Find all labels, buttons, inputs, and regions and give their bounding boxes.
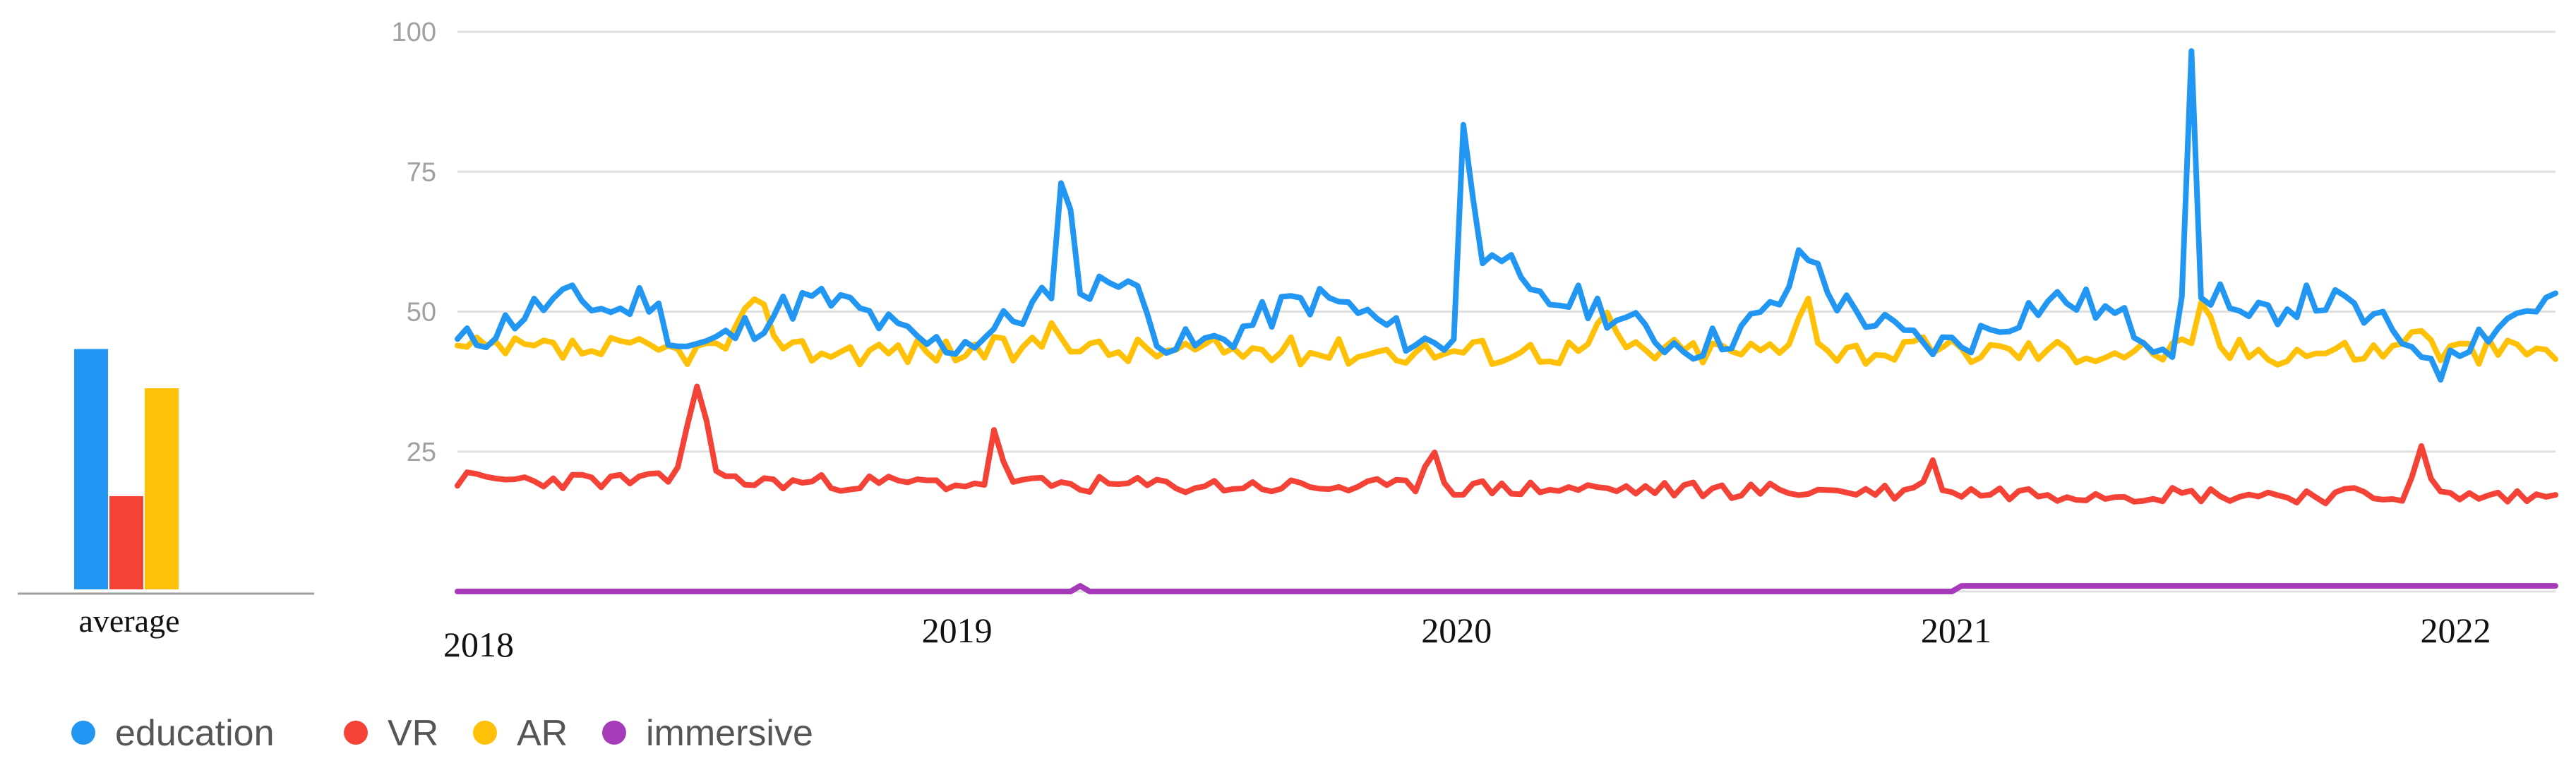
average-bar-AR	[145, 388, 179, 589]
y-tick-label-75: 75	[407, 157, 436, 187]
x-tick-label-2020: 2020	[1421, 611, 1492, 650]
average-label: average	[79, 603, 180, 639]
legend-swatch-immersive	[602, 721, 626, 745]
legend-label-AR: AR	[517, 713, 568, 754]
average-bar-education	[74, 349, 108, 589]
x-tick-label-2021: 2021	[1921, 611, 1991, 650]
x-tick-label-2022: 2022	[2420, 611, 2491, 650]
series-line-immersive	[455, 583, 2558, 594]
legend: education VR AR immersive	[71, 713, 813, 754]
y-tick-label-100: 100	[392, 18, 436, 47]
y-tick-label-25: 25	[407, 438, 436, 467]
legend-label-education: education	[115, 713, 275, 754]
legend-swatch-education	[71, 721, 95, 745]
legend-swatch-VR	[344, 721, 368, 745]
line-series-layer	[455, 48, 2558, 594]
x-tick-labels: 2018 2019 2020 2021 2022	[443, 611, 2491, 664]
y-tick-label-50: 50	[407, 298, 436, 328]
x-tick-label-2019: 2019	[922, 611, 993, 650]
average-bar-chart: average	[18, 349, 314, 639]
y-tick-labels: 25 50 75 100	[392, 18, 436, 467]
average-bar-VR	[109, 495, 143, 589]
series-line-VR	[455, 383, 2558, 507]
series-line-education	[455, 48, 2558, 383]
series-line-AR	[455, 295, 2558, 368]
legend-label-immersive: immersive	[646, 713, 813, 754]
x-tick-label-2018: 2018	[443, 625, 514, 664]
legend-label-VR: VR	[388, 713, 438, 754]
legend-swatch-AR	[473, 721, 497, 745]
